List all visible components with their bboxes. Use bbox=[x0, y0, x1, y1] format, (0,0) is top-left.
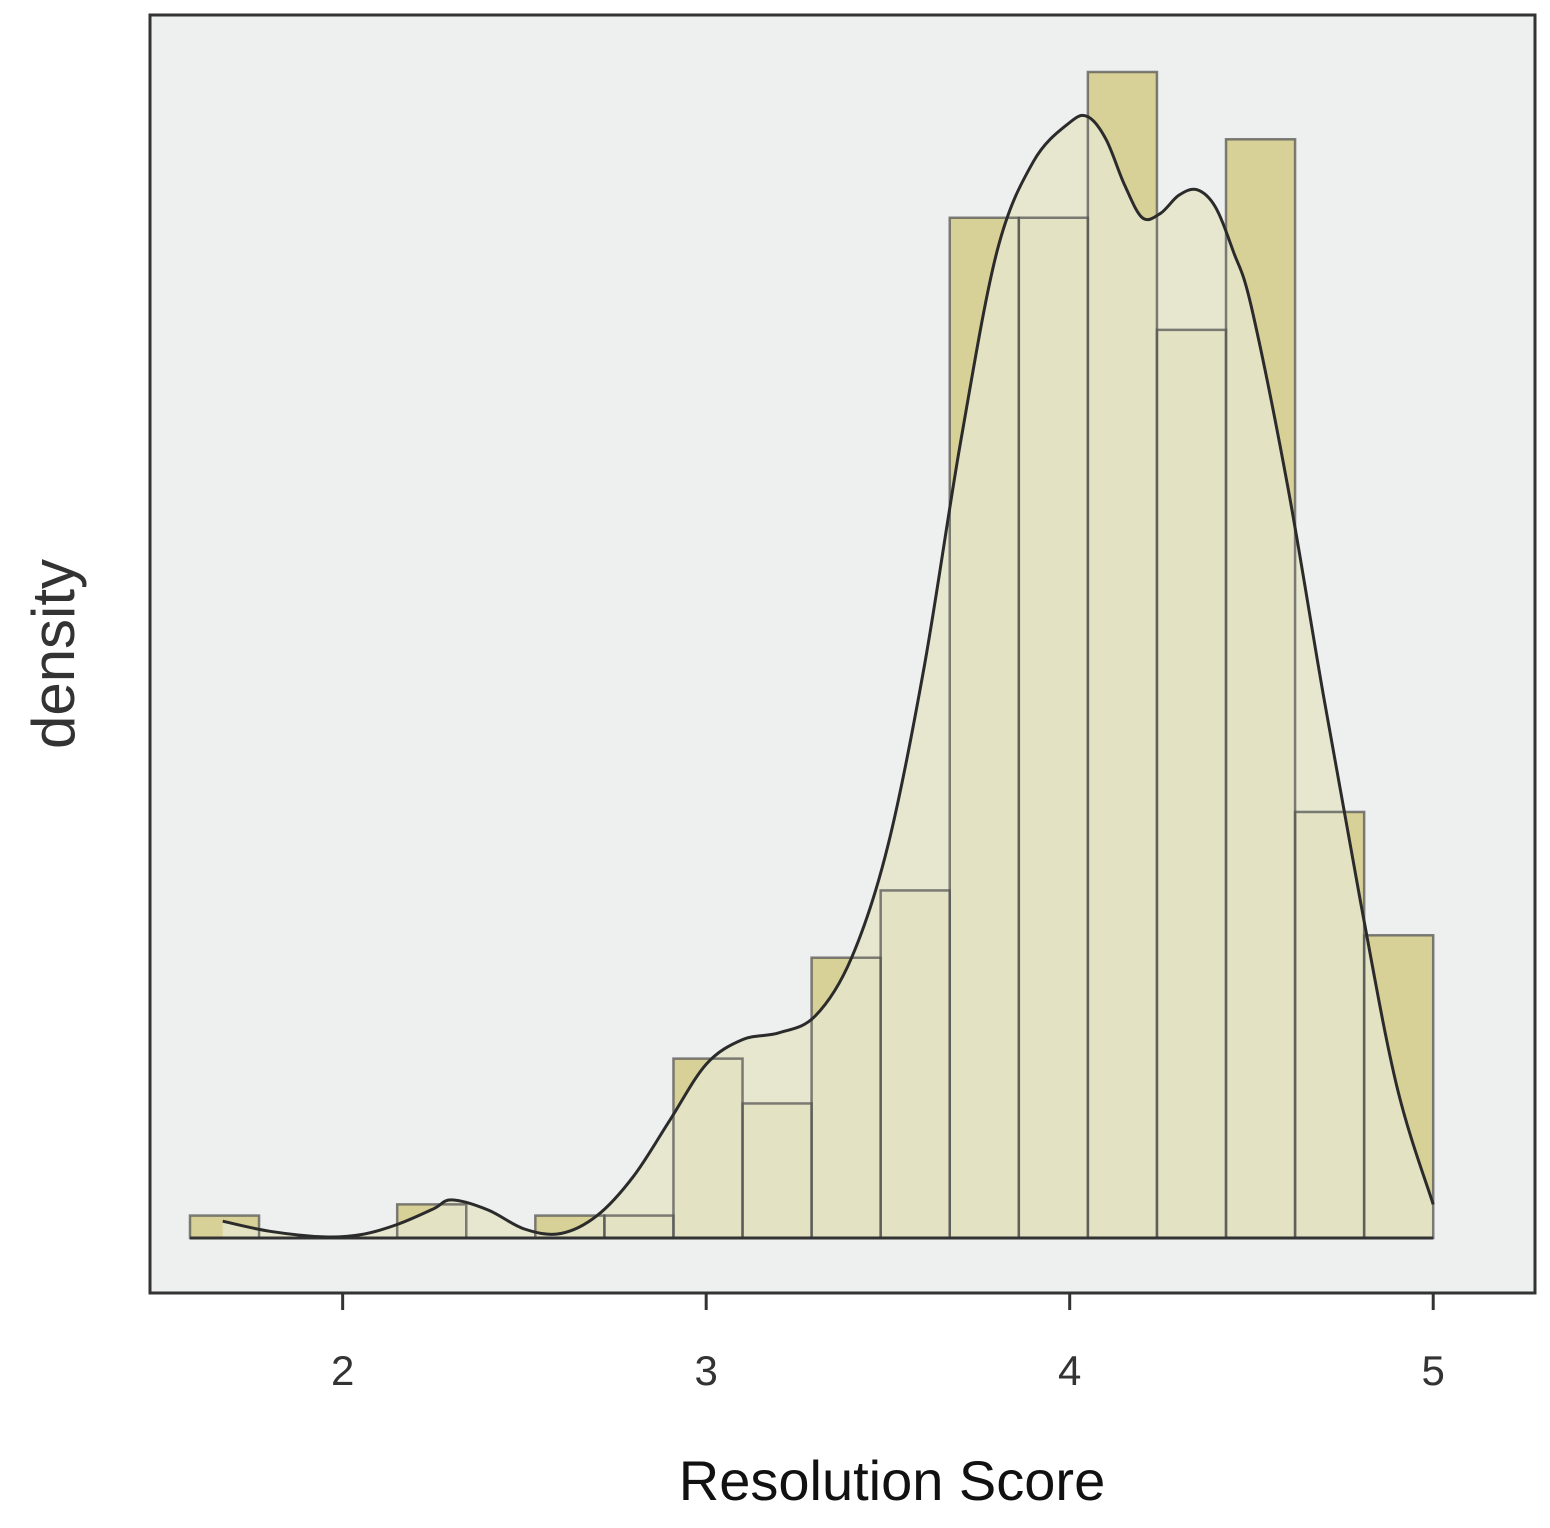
density-curve bbox=[222, 113, 1435, 1239]
bar-outlines-layer bbox=[188, 70, 1435, 1240]
x-tick-label: 2 bbox=[331, 1347, 354, 1394]
x-axis: 2 3 4 5 bbox=[331, 1293, 1445, 1394]
x-tick-label: 5 bbox=[1422, 1347, 1445, 1394]
x-axis-title: Resolution Score bbox=[679, 1449, 1105, 1512]
x-tick-label: 4 bbox=[1058, 1347, 1081, 1394]
plot-frame bbox=[148, 13, 1537, 1295]
y-axis-title: density bbox=[20, 559, 87, 749]
density-fill-area bbox=[222, 115, 1434, 1239]
x-tick-label: 3 bbox=[695, 1347, 718, 1394]
